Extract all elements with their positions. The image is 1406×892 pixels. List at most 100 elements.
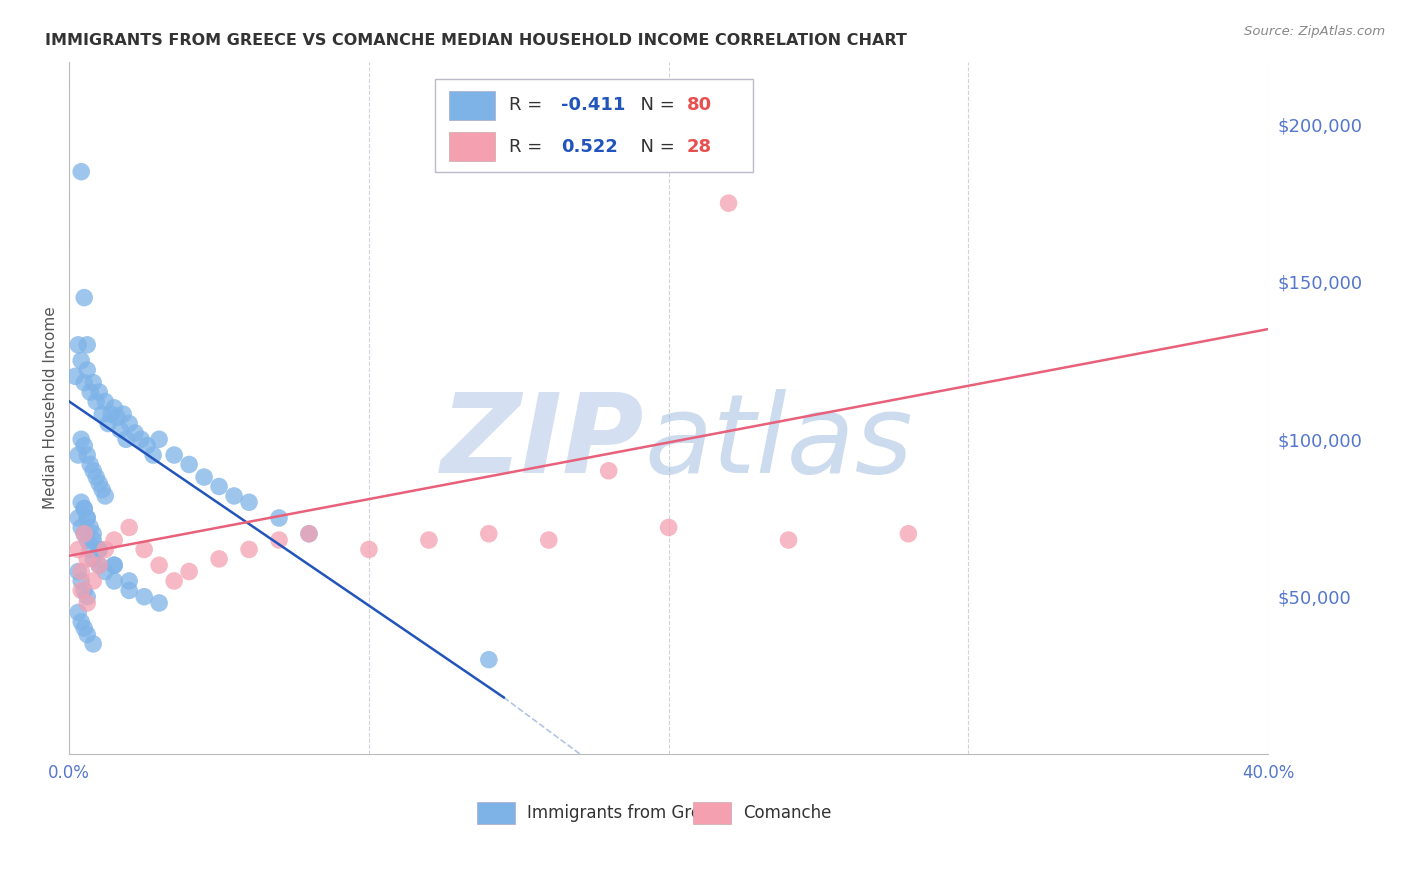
FancyBboxPatch shape — [450, 132, 495, 161]
Point — [79, 458, 101, 472]
Point — [267, 533, 290, 547]
Point — [478, 653, 501, 667]
Point — [67, 448, 90, 462]
Point — [79, 542, 101, 557]
Point — [238, 495, 260, 509]
Text: R =: R = — [509, 137, 548, 156]
Point — [70, 432, 93, 446]
Point — [70, 615, 93, 629]
Point — [118, 583, 141, 598]
Point — [103, 574, 125, 588]
Point — [108, 423, 131, 437]
Point — [65, 369, 87, 384]
Point — [73, 501, 96, 516]
Point — [82, 376, 104, 390]
Point — [82, 552, 104, 566]
Point — [208, 479, 231, 493]
Point — [118, 574, 141, 588]
Point — [67, 338, 90, 352]
Point — [89, 385, 111, 400]
Point — [82, 533, 104, 547]
Point — [100, 407, 122, 421]
Point — [179, 565, 201, 579]
Point — [73, 526, 96, 541]
Point — [76, 511, 98, 525]
Point — [357, 542, 380, 557]
Point — [76, 627, 98, 641]
Point — [89, 558, 111, 573]
Point — [82, 464, 104, 478]
Text: 28: 28 — [686, 137, 711, 156]
Point — [82, 574, 104, 588]
Point — [298, 526, 321, 541]
Point — [94, 489, 117, 503]
Point — [94, 542, 117, 557]
Point — [70, 574, 93, 588]
Point — [70, 353, 93, 368]
Point — [222, 489, 245, 503]
Point — [73, 439, 96, 453]
Point — [67, 511, 90, 525]
Point — [897, 526, 920, 541]
Point — [717, 196, 740, 211]
Point — [658, 520, 681, 534]
Point — [73, 501, 96, 516]
Point — [124, 425, 146, 440]
Point — [67, 542, 90, 557]
Point — [478, 526, 501, 541]
Point — [70, 164, 93, 178]
Point — [298, 526, 321, 541]
Point — [79, 520, 101, 534]
Point — [537, 533, 560, 547]
Point — [134, 542, 156, 557]
Point — [134, 590, 156, 604]
Point — [89, 476, 111, 491]
Text: 80: 80 — [686, 96, 711, 114]
Point — [267, 511, 290, 525]
Point — [193, 470, 215, 484]
Point — [115, 432, 138, 446]
FancyBboxPatch shape — [450, 91, 495, 120]
Point — [163, 574, 186, 588]
Point — [148, 558, 170, 573]
Point — [97, 417, 120, 431]
Point — [76, 338, 98, 352]
Text: R =: R = — [509, 96, 548, 114]
Text: Source: ZipAtlas.com: Source: ZipAtlas.com — [1244, 25, 1385, 38]
Point — [76, 596, 98, 610]
Point — [89, 558, 111, 573]
Point — [70, 583, 93, 598]
Point — [89, 542, 111, 557]
Point — [76, 448, 98, 462]
Point — [73, 526, 96, 541]
FancyBboxPatch shape — [477, 802, 515, 824]
Point — [129, 432, 152, 446]
Point — [103, 558, 125, 573]
Point — [73, 621, 96, 635]
Point — [142, 448, 165, 462]
Point — [89, 542, 111, 557]
Point — [148, 596, 170, 610]
Point — [84, 470, 107, 484]
Point — [103, 558, 125, 573]
Point — [76, 552, 98, 566]
Point — [91, 407, 114, 421]
Y-axis label: Median Household Income: Median Household Income — [44, 307, 58, 509]
Point — [67, 565, 90, 579]
Point — [94, 394, 117, 409]
Point — [73, 291, 96, 305]
Point — [238, 542, 260, 557]
Text: N =: N = — [628, 137, 681, 156]
Point — [76, 363, 98, 377]
Text: ZIP: ZIP — [441, 389, 645, 496]
Point — [208, 552, 231, 566]
Point — [76, 533, 98, 547]
Point — [118, 520, 141, 534]
Point — [82, 637, 104, 651]
Text: atlas: atlas — [645, 389, 914, 496]
Text: -0.411: -0.411 — [561, 96, 626, 114]
Point — [70, 495, 93, 509]
Point — [79, 385, 101, 400]
Point — [105, 410, 128, 425]
Point — [103, 533, 125, 547]
